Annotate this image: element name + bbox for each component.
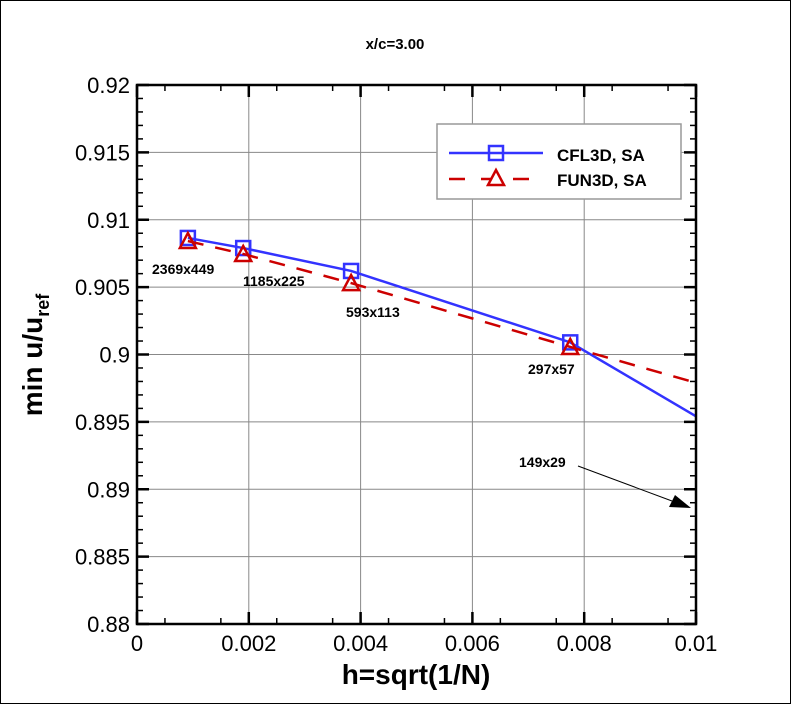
arrow-head (669, 495, 691, 508)
arrow-line (577, 465, 673, 502)
annotation-297x57: 297x57 (528, 361, 575, 377)
legend-label-fun3d: FUN3D, SA (557, 171, 647, 190)
legend-label-cfl3d: CFL3D, SA (557, 146, 645, 165)
y-tick-label: 0.895 (75, 410, 130, 435)
x-tick-label: 0.004 (333, 631, 388, 656)
y-tick-label: 0.9 (99, 343, 130, 368)
y-tick-label: 0.905 (75, 275, 130, 300)
y-axis-label-sub: ref (33, 293, 53, 317)
triangle-marker (177, 230, 198, 250)
x-tick-label: 0.002 (221, 631, 276, 656)
series-layer (177, 229, 696, 418)
legend-square-marker-icon (487, 144, 505, 162)
legend-triangle-marker-icon (485, 167, 507, 187)
legend: CFL3D, SA FUN3D, SA (436, 123, 682, 200)
y-axis-label: min u/uref (17, 293, 53, 417)
y-tick-label: 0.915 (75, 140, 130, 165)
y-tick-label: 0.91 (87, 208, 130, 233)
x-axis-label: h=sqrt(1/N) (342, 659, 491, 690)
y-tick-label: 0.92 (87, 73, 130, 98)
square-marker (342, 262, 360, 280)
x-tick-label: 0.01 (675, 631, 718, 656)
y-tick-label: 0.89 (87, 477, 130, 502)
y-tick-label: 0.885 (75, 545, 130, 570)
plot-border (135, 83, 698, 626)
series-line-1 (187, 239, 696, 385)
annotation-2369x449: 2369x449 (152, 261, 215, 277)
x-tick-label: 0.008 (557, 631, 612, 656)
annotation-1185x225: 1185x225 (243, 273, 305, 289)
chart-title: x/c=3.00 (366, 36, 425, 53)
square-marker (561, 334, 579, 351)
annotation-149x29: 149x29 (519, 454, 566, 470)
triangle-marker (560, 336, 581, 356)
y-tick-label: 0.88 (87, 612, 130, 637)
triangle-marker (233, 243, 254, 263)
y-axis-label-main: min u/u (17, 317, 48, 417)
annotation-593x113: 593x113 (346, 304, 400, 320)
series-line-0 (187, 236, 696, 418)
x-tick-label: 0 (131, 631, 143, 656)
axes: 0 0.002 0.004 0.006 0.008 0.01 0.88 0.885 0.89 0.… (75, 73, 717, 656)
x-tick-label: 0.006 (445, 631, 500, 656)
annotations: 2369x449 1185x225 593x113 297x57 149x29 (152, 261, 575, 470)
triangle-marker (341, 272, 362, 292)
annotation-arrow (577, 465, 691, 508)
